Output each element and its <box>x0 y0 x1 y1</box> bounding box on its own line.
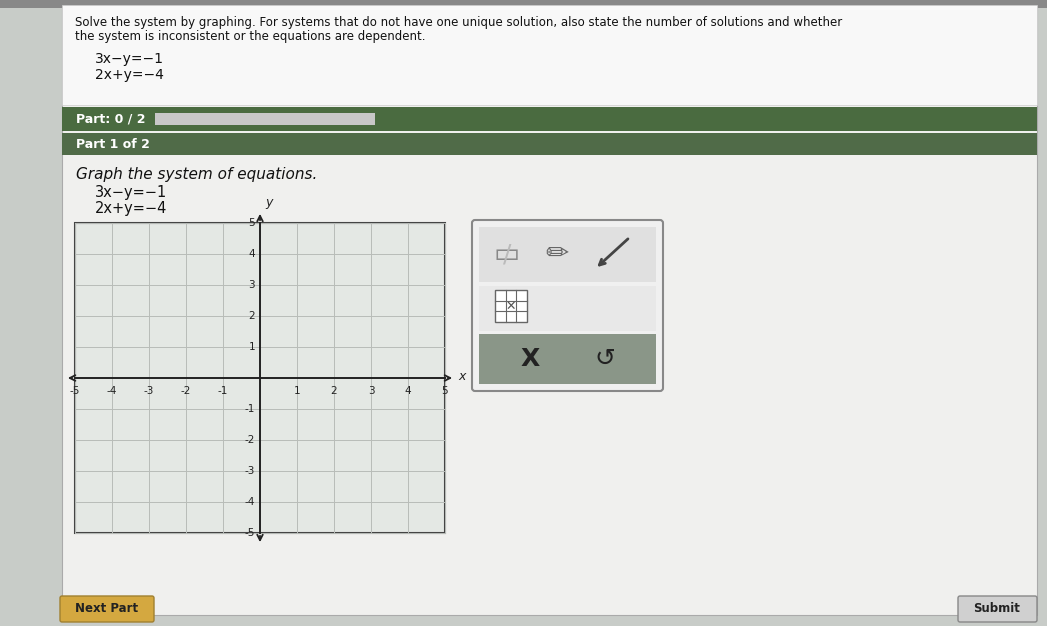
Text: 5: 5 <box>248 218 255 228</box>
Text: 2: 2 <box>248 311 255 321</box>
Text: 1: 1 <box>248 342 255 352</box>
FancyBboxPatch shape <box>62 5 1037 615</box>
Text: -3: -3 <box>143 386 154 396</box>
FancyBboxPatch shape <box>495 290 527 322</box>
Text: 2: 2 <box>331 386 337 396</box>
Text: ↺: ↺ <box>595 347 616 371</box>
FancyBboxPatch shape <box>478 227 656 282</box>
Text: 1: 1 <box>294 386 300 396</box>
FancyBboxPatch shape <box>62 133 1037 155</box>
Text: /: / <box>503 242 511 266</box>
Text: -1: -1 <box>245 404 255 414</box>
Text: ✏: ✏ <box>545 240 569 268</box>
Text: Part: 0 / 2: Part: 0 / 2 <box>76 113 146 125</box>
Text: -2: -2 <box>181 386 192 396</box>
Text: x: x <box>458 370 465 383</box>
Text: 5: 5 <box>442 386 448 396</box>
Text: -5: -5 <box>70 386 81 396</box>
Text: 3: 3 <box>248 280 255 290</box>
Text: 4: 4 <box>405 386 411 396</box>
Text: Submit: Submit <box>974 602 1021 615</box>
Text: Graph the system of equations.: Graph the system of equations. <box>76 167 317 182</box>
FancyBboxPatch shape <box>958 596 1037 622</box>
Text: -4: -4 <box>107 386 117 396</box>
FancyBboxPatch shape <box>155 113 375 125</box>
FancyBboxPatch shape <box>0 0 1047 8</box>
FancyBboxPatch shape <box>478 286 656 331</box>
FancyBboxPatch shape <box>60 596 154 622</box>
Text: the system is inconsistent or the equations are dependent.: the system is inconsistent or the equati… <box>75 30 425 43</box>
Text: -3: -3 <box>245 466 255 476</box>
Text: -2: -2 <box>245 435 255 445</box>
FancyBboxPatch shape <box>478 334 656 384</box>
FancyBboxPatch shape <box>472 220 663 391</box>
Text: 3: 3 <box>367 386 375 396</box>
Text: X: X <box>520 347 539 371</box>
Text: 4: 4 <box>248 249 255 259</box>
FancyBboxPatch shape <box>62 5 1037 105</box>
Text: 3x−y=−1: 3x−y=−1 <box>95 52 164 66</box>
Text: -5: -5 <box>245 528 255 538</box>
FancyBboxPatch shape <box>62 107 1037 131</box>
Text: 3x−y=−1: 3x−y=−1 <box>95 185 168 200</box>
Text: ✕: ✕ <box>506 299 516 312</box>
Text: ▭: ▭ <box>494 240 520 268</box>
FancyBboxPatch shape <box>75 223 445 533</box>
Text: Part 1 of 2: Part 1 of 2 <box>76 138 150 150</box>
Text: Next Part: Next Part <box>75 602 138 615</box>
Text: -4: -4 <box>245 497 255 507</box>
Text: -1: -1 <box>218 386 228 396</box>
Text: 2x+y=−4: 2x+y=−4 <box>95 68 164 82</box>
Text: 2x+y=−4: 2x+y=−4 <box>95 201 168 216</box>
Text: Solve the system by graphing. For systems that do not have one unique solution, : Solve the system by graphing. For system… <box>75 16 842 29</box>
Text: y: y <box>265 196 272 209</box>
